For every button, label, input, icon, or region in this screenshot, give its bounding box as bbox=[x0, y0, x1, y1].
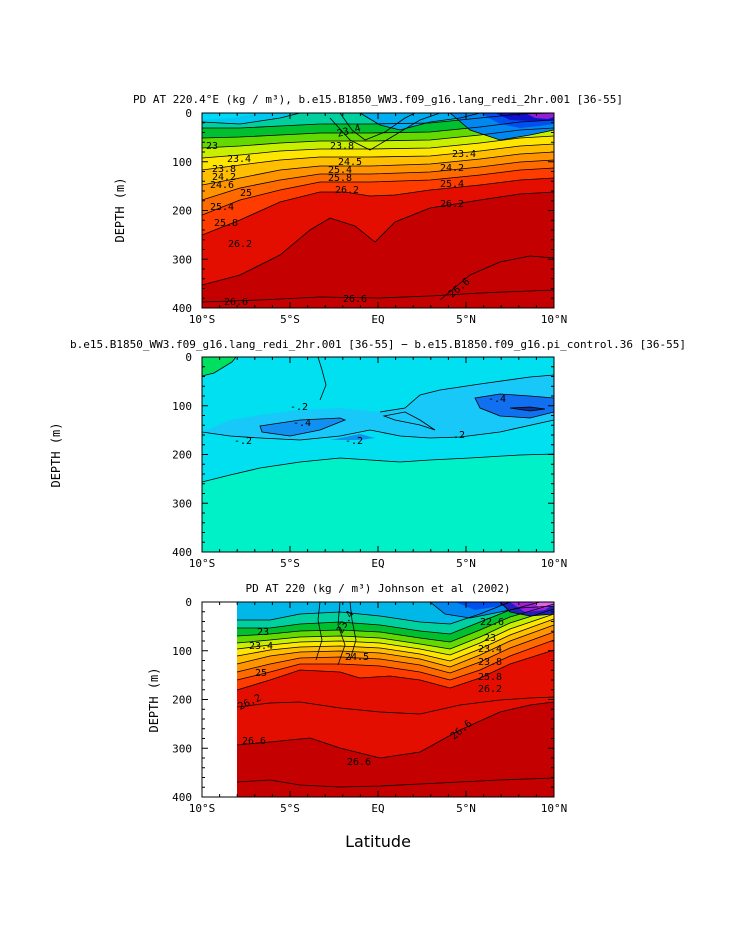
y-tick-label: 300 bbox=[172, 253, 192, 266]
band-pos0.2 bbox=[202, 357, 236, 376]
y-tick-label: 0 bbox=[185, 596, 192, 609]
x-tick-label: 10°N bbox=[541, 313, 568, 326]
panel-2-contour-labels: -.2 -.4 -.2 -.2 .2 -.4 bbox=[234, 394, 506, 447]
clabel-25.8: 25.8 bbox=[214, 218, 238, 229]
clabel-26.2-c: 26.2 bbox=[478, 684, 502, 695]
clabel-25.4-c: 25.4 bbox=[440, 179, 464, 190]
clabel-23.8-b: 23.8 bbox=[330, 141, 354, 152]
clabel-23: 23 bbox=[257, 627, 269, 638]
clabel-26.6: 26.6 bbox=[242, 736, 266, 747]
x-tick-label: EQ bbox=[371, 802, 384, 815]
y-tick-label: 400 bbox=[172, 302, 192, 315]
clabel-23-c: 23 bbox=[484, 633, 496, 644]
panel-1-title: PD AT 220.4°E (kg / m³), b.e15.B1850_WW3… bbox=[133, 93, 623, 106]
clabel-23.8-c: 23.8 bbox=[478, 657, 502, 668]
y-tick-label: 200 bbox=[172, 449, 192, 462]
y-tick-label: 100 bbox=[172, 645, 192, 658]
y-tick-label: 200 bbox=[172, 205, 192, 218]
clabel-26.6-b: 26.6 bbox=[347, 757, 371, 768]
x-tick-label: 5°N bbox=[456, 313, 476, 326]
panel-3-ticks: 10°S 5°S EQ 5°N 10°N 0 100 200 300 400 bbox=[172, 596, 567, 815]
x-tick-label: 10°N bbox=[541, 802, 568, 815]
band-neg0.4-left bbox=[260, 418, 345, 436]
panel-2-field: -.2 -.4 -.2 -.2 .2 -.4 bbox=[202, 357, 554, 552]
x-tick-label: 5°S bbox=[280, 557, 300, 570]
y-tick-label: 0 bbox=[185, 351, 192, 364]
x-tick-label: 10°S bbox=[189, 557, 216, 570]
clabel-neg0.2-b: -.2 bbox=[234, 436, 252, 447]
panel-1-contour-lines bbox=[202, 113, 554, 303]
clabel-25.8-c: 25.8 bbox=[478, 672, 502, 683]
y-tick-label: 400 bbox=[172, 791, 192, 804]
panel-2-title: b.e15.B1850_WW3.f09_g16.lang_redi_2hr.00… bbox=[70, 338, 686, 351]
panel-2-ticks: 10°S 5°S EQ 5°N 10°N 0 100 200 300 400 bbox=[172, 351, 567, 570]
x-tick-label: EQ bbox=[371, 557, 384, 570]
clabel-25: 25 bbox=[240, 188, 252, 199]
y-tick-label: 300 bbox=[172, 742, 192, 755]
panel-3-contour-lines bbox=[236, 602, 554, 788]
clabel-23: 23 bbox=[206, 141, 218, 152]
y-tick-label: 200 bbox=[172, 694, 192, 707]
panel-3: PD AT 220 (kg / m³) Johnson et al (2002)… bbox=[147, 582, 567, 815]
y-tick-label: 400 bbox=[172, 546, 192, 559]
panel-3-ylabel: DEPTH (m) bbox=[147, 667, 161, 732]
x-tick-label: 10°S bbox=[189, 802, 216, 815]
clabel-26.2-b: 26.2 bbox=[335, 185, 359, 196]
band-upper-right-4 bbox=[525, 113, 554, 119]
panel-1-ticks: 10°S 5°S EQ 5°N 10°N 0 100 200 300 400 bbox=[172, 107, 567, 326]
clabel-23.4-c: 23.4 bbox=[478, 644, 502, 655]
panel-1-field: 23 23.4 23.8 24.2 24.6 25 25.4 25.8 26.2… bbox=[202, 113, 554, 308]
band-neg0.4-right bbox=[475, 394, 554, 418]
clabel-25.4: 25.4 bbox=[210, 202, 234, 213]
clabel-22.6: 22.6 bbox=[480, 617, 504, 628]
clabel-24.6: 24.6 bbox=[210, 180, 234, 191]
clabel-24.5: 24.5 bbox=[338, 157, 362, 168]
clabel-26.2: 26.2 bbox=[228, 239, 252, 250]
x-tick-label: 5°N bbox=[456, 557, 476, 570]
y-tick-label: 100 bbox=[172, 156, 192, 169]
x-tick-label: 5°S bbox=[280, 313, 300, 326]
clabel-24.5-b: 24.5 bbox=[345, 652, 369, 663]
y-tick-label: 300 bbox=[172, 497, 192, 510]
panel-2: b.e15.B1850_WW3.f09_g16.lang_redi_2hr.00… bbox=[49, 338, 686, 570]
clabel-neg0.2-c: -.2 bbox=[345, 436, 363, 447]
x-tick-label: 10°N bbox=[541, 557, 568, 570]
panel-3-title: PD AT 220 (kg / m³) Johnson et al (2002) bbox=[246, 582, 511, 595]
panel-2-contour-lines bbox=[202, 357, 554, 483]
panel-3-field: 23 23.4 25 26.2 26.6 26.6 22.6 23 23.4 2… bbox=[202, 602, 554, 797]
band-upper-center bbox=[360, 113, 480, 130]
clabel-25: 25 bbox=[255, 668, 267, 679]
clabel-neg0.2-a: -.2 bbox=[290, 402, 308, 413]
clabel-pos0.2-b: .2 bbox=[453, 430, 465, 441]
clabel-26.6: 26.6 bbox=[224, 297, 248, 308]
clabel-23.4: 23.4 bbox=[249, 641, 273, 652]
band-upper-right-2 bbox=[455, 602, 515, 610]
y-tick-label: 0 bbox=[185, 107, 192, 120]
x-tick-label: 5°N bbox=[456, 802, 476, 815]
clabel-25.8-b: 25.8 bbox=[328, 173, 352, 184]
clabel-26.2-c: 26.2 bbox=[440, 199, 464, 210]
panel-1-ylabel: DEPTH (m) bbox=[113, 177, 127, 242]
panel-1: PD AT 220.4°E (kg / m³), b.e15.B1850_WW3… bbox=[113, 93, 623, 326]
x-axis-label: Latitude bbox=[345, 832, 411, 851]
panel-1-contour-labels: 23 23.4 23.8 24.2 24.6 25 25.4 25.8 26.2… bbox=[206, 123, 476, 308]
clabel-24.2: 24.2 bbox=[212, 172, 236, 183]
clabel-23.4-c: 23.4 bbox=[452, 149, 476, 160]
clabel-26.6-b: 26.6 bbox=[343, 294, 367, 305]
y-tick-label: 100 bbox=[172, 400, 192, 413]
x-tick-label: 10°S bbox=[189, 313, 216, 326]
x-tick-label: 5°S bbox=[280, 802, 300, 815]
clabel-23.8: 23.8 bbox=[212, 164, 236, 175]
clabel-neg0.4-b: -.4 bbox=[488, 394, 506, 405]
x-tick-label: EQ bbox=[371, 313, 384, 326]
band-upper-left-2 bbox=[202, 113, 260, 120]
clabel-24.2-c: 24.2 bbox=[440, 163, 464, 174]
clabel-23.4: 23.4 bbox=[227, 154, 251, 165]
clabel-neg0.4-a: -.4 bbox=[293, 418, 311, 429]
panel-2-ylabel: DEPTH (m) bbox=[49, 422, 63, 487]
clabel-25.4-b: 25.4 bbox=[328, 165, 352, 176]
